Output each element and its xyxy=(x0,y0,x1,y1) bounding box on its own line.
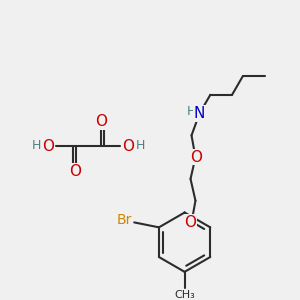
Text: H: H xyxy=(187,105,196,118)
Text: Br: Br xyxy=(117,213,132,227)
Text: O: O xyxy=(96,114,108,129)
Text: O: O xyxy=(42,139,54,154)
Text: H: H xyxy=(135,139,145,152)
Text: N: N xyxy=(194,106,205,121)
Text: O: O xyxy=(190,150,202,165)
Text: O: O xyxy=(184,215,196,230)
Text: H: H xyxy=(32,139,41,152)
Text: O: O xyxy=(69,164,81,178)
Text: O: O xyxy=(122,139,134,154)
Text: CH₃: CH₃ xyxy=(174,290,195,300)
